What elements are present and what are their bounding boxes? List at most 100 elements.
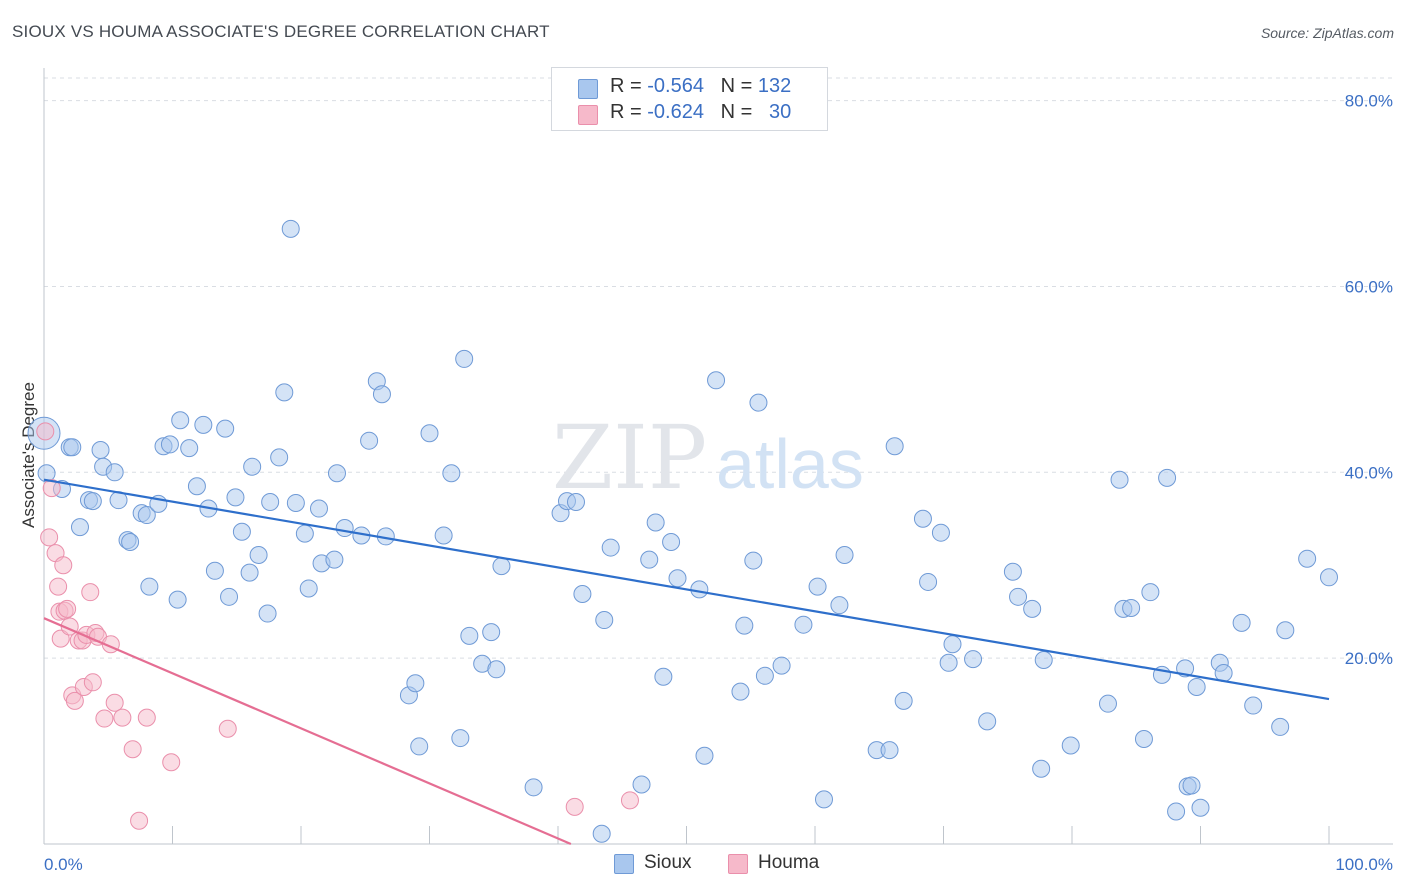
sioux-point <box>731 682 750 701</box>
sioux-point <box>406 674 425 693</box>
sioux-point <box>690 580 709 599</box>
sioux-point <box>632 775 651 794</box>
x-tick-label-max: 100.0% <box>1335 855 1393 874</box>
sioux-point <box>451 729 470 748</box>
sioux-point <box>566 493 585 512</box>
sioux-point <box>943 635 962 654</box>
sioux-point <box>601 538 620 557</box>
sioux-point <box>410 737 429 756</box>
sioux-point <box>1003 562 1022 581</box>
n-value: 30 <box>769 101 792 123</box>
sioux-point <box>482 623 501 642</box>
houma-point <box>65 691 84 710</box>
source-label: Source: ZipAtlas.com <box>1260 25 1394 41</box>
sioux-point <box>1110 470 1129 489</box>
sioux-point <box>1023 599 1042 618</box>
sioux-point <box>744 551 763 570</box>
houma-trend-line <box>43 617 572 846</box>
sioux-point <box>1276 621 1295 640</box>
sioux-point <box>735 616 754 635</box>
sioux-point <box>281 219 300 238</box>
sioux-point <box>662 532 681 551</box>
sioux-point <box>964 650 983 669</box>
houma-point <box>113 708 132 727</box>
sioux-point <box>168 590 187 609</box>
y-tick-label: 40.0% <box>1345 463 1393 482</box>
sioux-point <box>226 488 245 507</box>
sioux-point <box>205 561 224 580</box>
houma-point <box>162 753 181 772</box>
sioux-point <box>885 437 904 456</box>
sioux-point <box>1187 677 1206 696</box>
sioux-point <box>919 572 938 591</box>
houma-point <box>42 479 61 498</box>
sioux-point <box>299 579 318 598</box>
sioux-point <box>1176 659 1195 678</box>
sioux-point <box>1271 717 1290 736</box>
houma-legend-label: Houma <box>758 852 820 873</box>
sioux-point <box>91 440 110 459</box>
sioux-point <box>654 667 673 686</box>
sioux-point <box>707 371 726 390</box>
sioux-swatch <box>578 79 598 99</box>
sioux-point <box>794 615 813 634</box>
sioux-point <box>261 493 280 512</box>
r-value: -0.624 <box>647 101 704 123</box>
chart-title: SIOUX VS HOUMA ASSOCIATE'S DEGREE CORREL… <box>12 22 550 41</box>
x-ticks <box>172 826 1330 844</box>
sioux-point <box>1158 468 1177 487</box>
n-value: 132 <box>757 75 792 97</box>
sioux-point <box>1244 696 1263 715</box>
sioux-point <box>880 741 899 760</box>
sioux-point <box>442 464 461 483</box>
sioux-point <box>978 712 997 731</box>
sioux-point <box>1191 798 1210 817</box>
legend-text-houma: R = -0.624 N = 30 <box>610 101 791 124</box>
sioux-point <box>640 550 659 569</box>
sioux-point <box>1098 694 1117 713</box>
sioux-point <box>830 596 849 615</box>
sioux-point <box>1182 776 1201 795</box>
sioux-point <box>894 691 913 710</box>
sioux-point <box>931 523 950 542</box>
houma-point <box>36 422 55 441</box>
sioux-point <box>140 577 159 596</box>
sioux-point <box>360 431 379 450</box>
sioux-point <box>487 660 506 679</box>
houma-point <box>83 673 102 692</box>
sioux-point <box>1134 729 1153 748</box>
sioux-point <box>105 463 124 482</box>
sioux-point <box>595 611 614 630</box>
sioux-legend-swatch <box>614 854 634 874</box>
r-label: R = <box>610 75 642 97</box>
houma-point <box>105 693 124 712</box>
n-label: N = <box>720 101 753 123</box>
sioux-point <box>121 532 140 551</box>
watermark-atlas: atlas <box>716 425 864 503</box>
houma-point <box>565 797 584 816</box>
sioux-point <box>1061 736 1080 755</box>
houma-point <box>137 708 156 727</box>
stats-legend: R = -0.564 N = 132 R = -0.624 N = 30 <box>551 67 828 131</box>
sioux-point <box>137 506 156 525</box>
y-tick-labels: 20.0% 40.0% 60.0% 80.0% <box>1345 92 1393 669</box>
sioux-point <box>194 415 213 434</box>
r-label: R = <box>610 101 642 123</box>
houma-point <box>218 719 237 738</box>
sioux-point <box>286 493 305 512</box>
houma-point <box>40 528 59 547</box>
y-axis-title: Associate's Degree <box>19 382 38 528</box>
sioux-point <box>455 349 474 368</box>
sioux-point <box>913 509 932 528</box>
y-tick-label: 80.0% <box>1345 92 1393 111</box>
sioux-point <box>434 526 453 545</box>
sioux-point <box>939 653 958 672</box>
axes <box>43 68 1393 845</box>
sioux-point <box>327 464 346 483</box>
sioux-point <box>1298 549 1317 568</box>
sioux-point <box>335 519 354 538</box>
sioux-point <box>1034 651 1053 670</box>
trend-lines <box>43 478 1330 846</box>
sioux-point <box>814 790 833 809</box>
sioux-point <box>1032 759 1051 778</box>
